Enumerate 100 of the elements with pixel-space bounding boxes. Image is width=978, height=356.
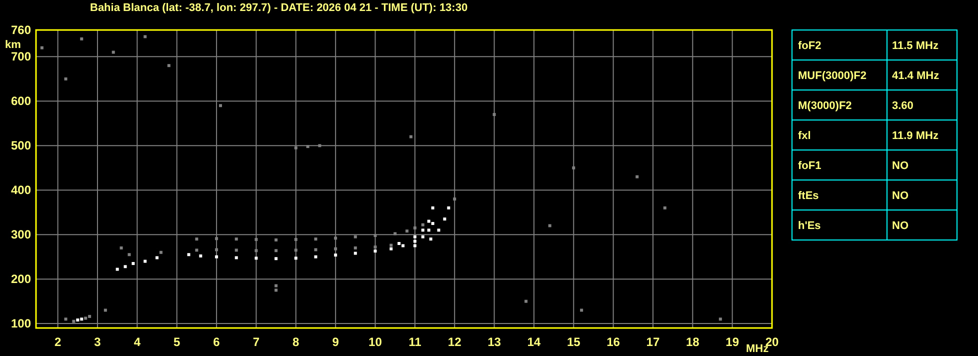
text: h'Es [798,220,821,232]
point [234,238,238,241]
x-tick-label: 10 [368,335,382,349]
x-tick-label: 8 [292,335,300,349]
point [144,260,147,263]
point [80,318,84,321]
x-tick-label: 14 [527,335,541,349]
point [427,228,430,232]
text: 3.60 [892,100,914,112]
point [274,284,278,288]
point [354,235,357,238]
x-tick-label: 13 [488,335,502,349]
point [409,135,412,138]
point [492,113,496,116]
text: 11.5 MHz [892,40,939,52]
point [84,316,88,320]
point [398,242,401,245]
point [548,224,552,228]
chart-title: Bahia Blanca (lat: -38.7, lon: 297.7) - DATE: 2026 04 21 - TIME (UT): 13:30 [90,2,468,14]
point [431,206,434,210]
point [215,248,218,252]
point [314,238,318,241]
point [128,253,131,256]
point [234,248,238,252]
point [80,37,84,40]
point [294,248,298,252]
y-tick-label: 700 [10,50,32,64]
y-tick-label: 300 [10,228,32,242]
y-tick-label: 760 [10,23,32,37]
point [40,46,44,50]
point [413,235,416,238]
point [116,268,119,271]
point [76,318,80,322]
x-tick-label: 16 [606,335,620,349]
point [390,247,393,250]
point [334,247,338,250]
point [120,246,123,250]
point [274,249,278,252]
point [274,238,278,242]
x-tick-label: 12 [448,335,462,349]
point [195,248,198,252]
point [187,253,190,256]
y-tick-label: 600 [10,94,32,108]
text: NO [892,160,909,172]
point [294,256,298,260]
point [402,244,405,248]
x-tick-label: 4 [134,335,141,349]
point [413,226,416,230]
text: NO [892,220,909,232]
text: 11.9 MHz [892,130,939,142]
point [453,198,456,201]
y-tick-label: 500 [10,138,32,153]
x-tick-label: 2 [54,335,62,349]
text: NO [892,190,909,202]
point [394,232,397,236]
x-tick-label: 6 [213,335,220,349]
point [374,234,377,237]
x-tick-label: 7 [252,335,260,349]
point [447,206,450,210]
text: M(3000)F2 [798,100,852,112]
point [390,244,393,247]
point [431,222,434,225]
point [64,318,68,321]
text: MUF(3000)F2 [798,70,866,82]
point [156,256,159,260]
y-axis-title: km [5,39,22,51]
x-tick-label: 19 [726,335,740,349]
point [104,308,107,312]
point [429,238,432,241]
point [334,254,338,257]
point [421,235,424,238]
point [64,77,68,80]
point [294,146,298,150]
x-tick-label: 11 [408,335,422,349]
point [88,314,92,318]
point [254,256,258,260]
point [218,104,222,108]
x-tick-label: 9 [332,335,340,349]
text: foF1 [798,160,822,172]
point [374,250,377,253]
point [524,300,528,303]
point [215,237,218,240]
x-tick-label: 5 [174,335,181,349]
point [427,220,430,223]
point [274,257,278,260]
point [663,206,666,210]
text: fxl [798,130,811,142]
point [234,256,238,260]
point [254,238,258,241]
point [144,35,147,38]
point [354,246,357,250]
point [72,320,76,323]
y-tick-label: 200 [10,272,32,286]
point [437,228,440,232]
point [294,238,298,241]
point [124,265,127,268]
x-tick-label: 3 [94,335,102,349]
point [199,254,202,258]
y-tick-label: 100 [10,316,32,331]
point [195,238,198,241]
